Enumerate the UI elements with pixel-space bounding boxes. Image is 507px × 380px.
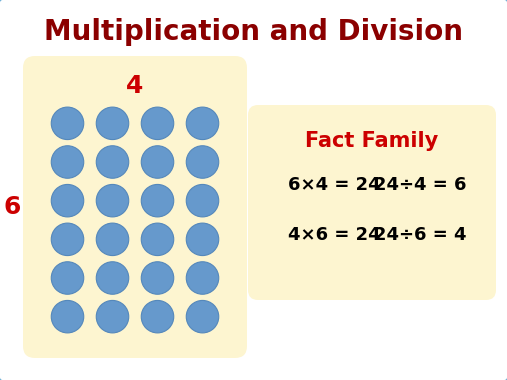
Ellipse shape xyxy=(141,262,174,294)
Ellipse shape xyxy=(96,146,129,178)
Text: 24÷6 = 4: 24÷6 = 4 xyxy=(374,226,466,244)
Text: 4: 4 xyxy=(126,74,143,98)
Ellipse shape xyxy=(186,262,219,294)
Text: Fact Family: Fact Family xyxy=(305,131,439,151)
Ellipse shape xyxy=(186,301,219,333)
Ellipse shape xyxy=(141,184,174,217)
Ellipse shape xyxy=(51,146,84,178)
Ellipse shape xyxy=(51,262,84,294)
Ellipse shape xyxy=(51,223,84,256)
Ellipse shape xyxy=(96,107,129,139)
Ellipse shape xyxy=(186,107,219,139)
Text: 6: 6 xyxy=(4,195,21,219)
FancyBboxPatch shape xyxy=(248,105,496,300)
FancyBboxPatch shape xyxy=(23,56,247,358)
Text: Multiplication and Division: Multiplication and Division xyxy=(44,18,462,46)
Ellipse shape xyxy=(96,301,129,333)
Text: 24÷4 = 6: 24÷4 = 6 xyxy=(374,176,466,194)
Ellipse shape xyxy=(141,107,174,139)
Ellipse shape xyxy=(186,146,219,178)
Ellipse shape xyxy=(96,262,129,294)
Ellipse shape xyxy=(186,184,219,217)
Ellipse shape xyxy=(51,184,84,217)
Ellipse shape xyxy=(96,223,129,256)
Ellipse shape xyxy=(141,146,174,178)
Ellipse shape xyxy=(96,184,129,217)
Ellipse shape xyxy=(141,223,174,256)
Ellipse shape xyxy=(186,223,219,256)
Ellipse shape xyxy=(51,301,84,333)
Ellipse shape xyxy=(51,107,84,139)
Ellipse shape xyxy=(141,301,174,333)
Text: 6×4 = 24: 6×4 = 24 xyxy=(288,176,381,194)
Text: 4×6 = 24: 4×6 = 24 xyxy=(288,226,381,244)
